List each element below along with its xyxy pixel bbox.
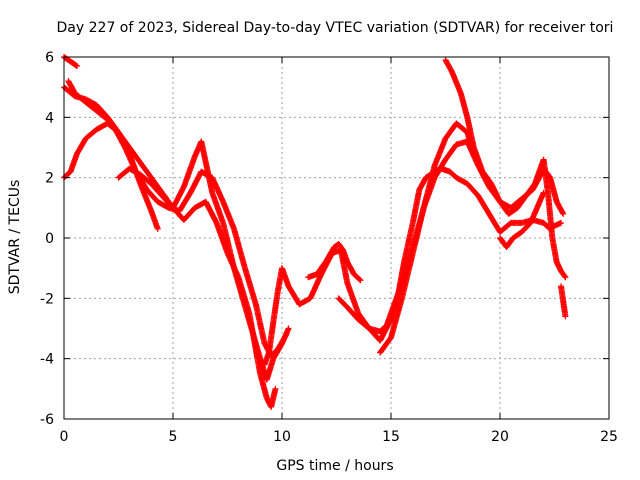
- data-point: [272, 385, 279, 392]
- x-tick-label: 5: [169, 429, 178, 445]
- data-series-track-a: [61, 54, 81, 70]
- data-point: [74, 63, 81, 70]
- data-point: [154, 225, 161, 232]
- y-tick-label: 4: [45, 110, 54, 126]
- y-tick-label: 6: [45, 50, 54, 66]
- y-tick-label: 2: [45, 171, 54, 187]
- data-point: [562, 313, 569, 320]
- data-series-track-g: [305, 241, 364, 284]
- data-point: [283, 331, 290, 338]
- data-series-track-h: [335, 138, 567, 335]
- data-point: [356, 276, 363, 283]
- data-point: [73, 62, 80, 69]
- y-axis-label: SDTVAR / TECUs: [7, 180, 23, 295]
- x-tick-label: 25: [600, 429, 618, 445]
- x-tick-label: 15: [382, 429, 400, 445]
- x-tick-label: 10: [273, 429, 291, 445]
- x-tick-label: 0: [60, 429, 69, 445]
- data-points: [61, 54, 569, 410]
- grid-lines: [64, 57, 609, 419]
- chart-title: Day 227 of 2023, Sidereal Day-to-day VTE…: [57, 20, 614, 36]
- data-point: [285, 325, 292, 332]
- data-series-track-l: [558, 283, 569, 320]
- data-point: [540, 189, 547, 196]
- data-series-track-j: [442, 57, 569, 281]
- data-point: [357, 277, 364, 284]
- y-tick-label: 0: [45, 231, 54, 247]
- data-series-track-f: [261, 165, 565, 368]
- data-series-track-k: [497, 189, 547, 251]
- y-tick-label: -6: [40, 412, 54, 428]
- x-tick-label: 20: [491, 429, 509, 445]
- data-point: [562, 274, 569, 281]
- y-tick-label: -4: [40, 352, 54, 368]
- data-point: [560, 210, 567, 217]
- data-series-track-e: [115, 165, 279, 410]
- axes: 0 5 10 15 20 25 -6 -4 -2 0 2 4 6: [40, 50, 618, 445]
- y-tick-label: -2: [40, 291, 54, 307]
- data-series-track-d: [65, 78, 290, 359]
- data-point: [561, 273, 568, 280]
- data-point: [282, 332, 289, 339]
- x-axis-label: GPS time / hours: [276, 458, 393, 474]
- data-point: [558, 219, 565, 226]
